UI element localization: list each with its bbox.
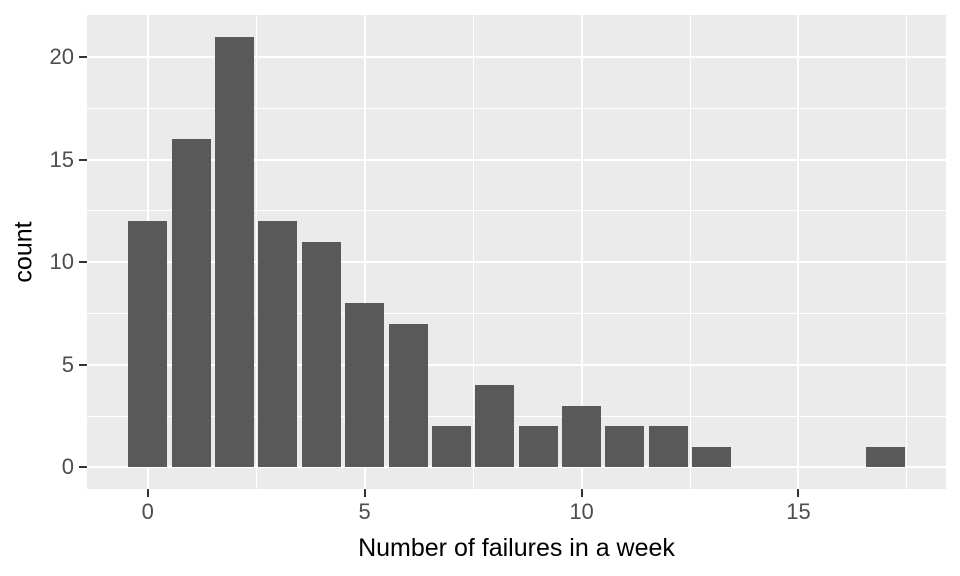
histogram-bar xyxy=(518,426,558,468)
x-tick-label: 0 xyxy=(141,499,154,524)
histogram-bar xyxy=(605,426,645,468)
gridline-minor-x xyxy=(472,15,474,489)
histogram-bar xyxy=(475,385,515,468)
y-tick-label: 10 xyxy=(49,249,74,275)
gridline-minor-x xyxy=(689,15,691,489)
y-tick-label: 15 xyxy=(49,146,74,172)
histogram-bar xyxy=(258,221,298,468)
plot-panel xyxy=(87,15,946,489)
y-tick-label: 0 xyxy=(61,454,74,480)
x-axis-title: Number of failures in a week xyxy=(358,534,675,562)
gridline-major-x xyxy=(580,15,583,489)
histogram-bar xyxy=(388,323,428,468)
gridline-major-y xyxy=(87,363,946,366)
gridline-major-y xyxy=(87,56,946,59)
x-tick-label: 15 xyxy=(786,499,811,524)
x-tick-mark xyxy=(146,489,149,497)
x-tick-mark xyxy=(797,489,800,497)
histogram-bar xyxy=(648,426,688,468)
histogram-bar xyxy=(692,446,732,468)
y-tick-label: 5 xyxy=(61,351,74,377)
histogram-bar xyxy=(345,303,385,468)
histogram-bar xyxy=(214,36,254,468)
histogram-bar xyxy=(301,241,341,468)
x-tick-mark xyxy=(580,489,583,497)
y-tick-mark xyxy=(79,56,87,59)
x-tick-label: 5 xyxy=(358,499,371,524)
y-tick-mark xyxy=(79,363,87,366)
x-tick-mark xyxy=(363,489,366,497)
gridline-major-x xyxy=(363,15,366,489)
gridline-minor-x xyxy=(255,15,257,489)
gridline-minor-y xyxy=(87,210,946,212)
histogram-bar xyxy=(865,446,905,468)
gridline-major-y xyxy=(87,466,946,469)
gridline-minor-y xyxy=(87,415,946,417)
gridline-minor-y xyxy=(87,313,946,315)
gridline-minor-y xyxy=(87,107,946,109)
histogram-bar xyxy=(562,405,602,468)
y-tick-mark xyxy=(79,261,87,264)
gridline-minor-x xyxy=(906,15,908,489)
y-tick-label: 20 xyxy=(49,44,74,70)
y-tick-mark xyxy=(79,466,87,469)
x-tick-label: 10 xyxy=(569,499,594,524)
gridline-major-y xyxy=(87,261,946,264)
histogram-bar xyxy=(128,221,168,468)
histogram-bar xyxy=(431,426,471,468)
histogram-bar xyxy=(171,139,211,468)
gridline-major-y xyxy=(87,158,946,161)
y-tick-mark xyxy=(79,158,87,161)
gridline-major-x xyxy=(797,15,800,489)
